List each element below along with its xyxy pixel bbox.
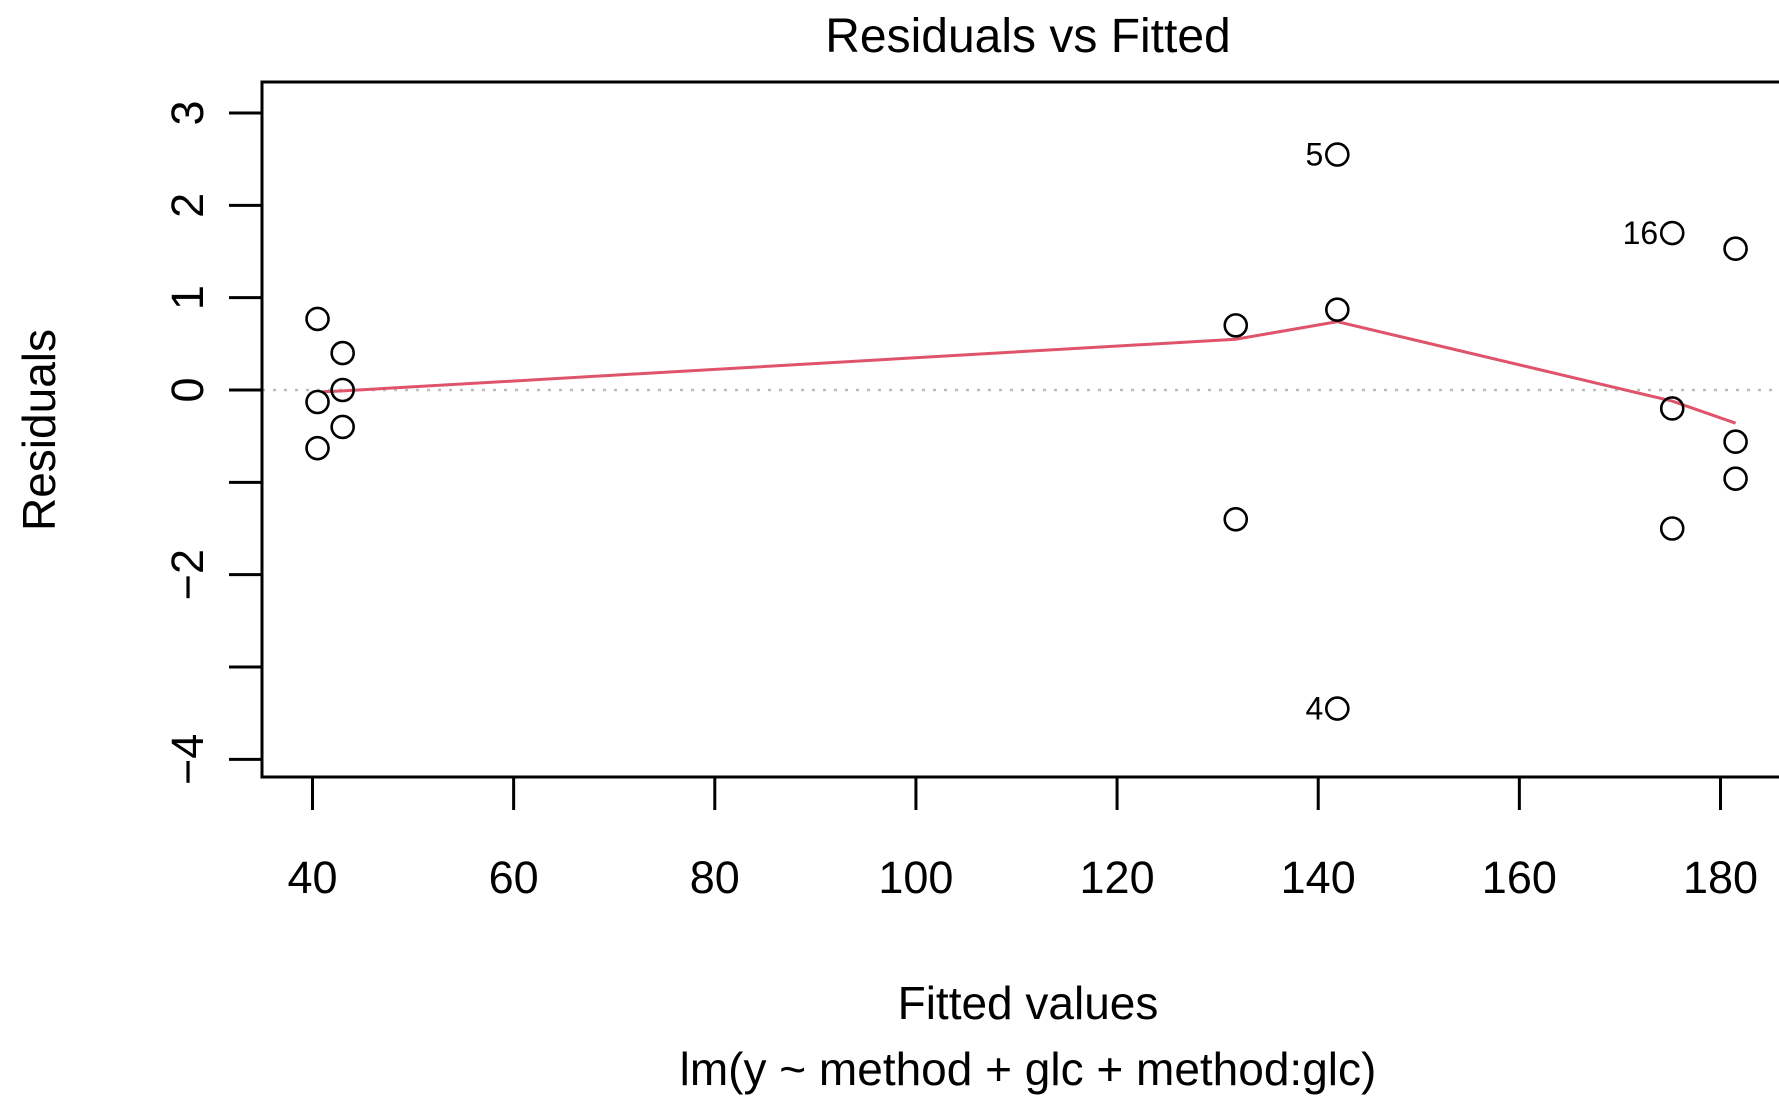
data-point bbox=[1725, 431, 1747, 453]
point-label: 4 bbox=[1306, 691, 1324, 727]
y-tick-label: 2 bbox=[162, 193, 213, 218]
y-axis: −4 −2 0 1 2 3 bbox=[162, 100, 262, 785]
x-axis: 40 60 80 100 120 140 160 180 bbox=[287, 777, 1758, 903]
smooth-line-group bbox=[323, 322, 1736, 424]
y-axis-label: Residuals bbox=[13, 329, 65, 531]
data-point bbox=[332, 416, 354, 438]
data-point bbox=[1225, 314, 1247, 336]
x-tick-label: 120 bbox=[1080, 852, 1155, 903]
data-point bbox=[1725, 468, 1747, 490]
x-tick-label: 40 bbox=[287, 852, 337, 903]
model-formula-subtitle: lm(y ~ method + glc + method:glc) bbox=[680, 1043, 1377, 1095]
x-tick-label: 140 bbox=[1281, 852, 1356, 903]
data-point bbox=[1661, 222, 1683, 244]
data-points: 5 4 16 bbox=[307, 137, 1747, 727]
data-point bbox=[1661, 518, 1683, 540]
y-tick-label: −4 bbox=[162, 734, 213, 785]
data-point bbox=[1326, 698, 1348, 720]
data-point bbox=[1326, 299, 1348, 321]
x-tick-label: 80 bbox=[690, 852, 740, 903]
y-tick-label: −2 bbox=[162, 549, 213, 600]
data-point bbox=[307, 437, 329, 459]
point-label: 16 bbox=[1623, 215, 1659, 251]
point-label: 5 bbox=[1306, 137, 1324, 173]
data-point bbox=[1225, 508, 1247, 530]
data-point bbox=[1326, 144, 1348, 166]
data-point bbox=[332, 342, 354, 364]
x-tick-label: 100 bbox=[878, 852, 953, 903]
smooth-trend-line bbox=[323, 322, 1736, 424]
y-tick-label: 0 bbox=[162, 377, 213, 402]
data-point bbox=[1725, 238, 1747, 260]
y-tick-label: 1 bbox=[162, 285, 213, 310]
y-tick-label: 3 bbox=[162, 100, 213, 125]
x-tick-label: 160 bbox=[1482, 852, 1557, 903]
x-axis-label: Fitted values bbox=[898, 977, 1159, 1029]
chart-title: Residuals vs Fitted bbox=[825, 10, 1231, 63]
x-tick-label: 180 bbox=[1683, 852, 1758, 903]
data-point bbox=[307, 391, 329, 413]
data-point bbox=[307, 308, 329, 330]
plot-frame bbox=[262, 82, 1779, 777]
x-tick-label: 60 bbox=[489, 852, 539, 903]
